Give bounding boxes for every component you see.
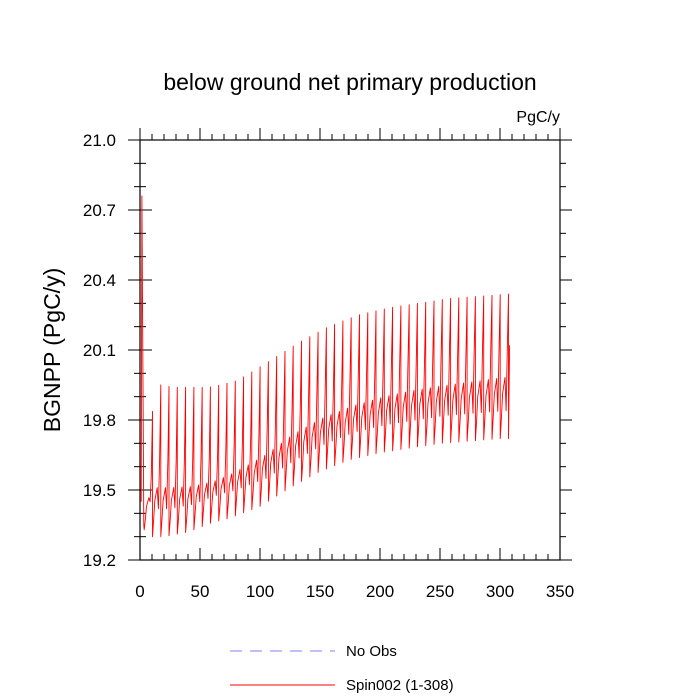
legend: No Obs Spin002 (1-308) [230,643,454,694]
plot-frame [139,139,561,561]
y-tick-label: 19.2 [83,551,116,570]
legend-label-no-obs: No Obs [346,643,397,660]
x-tick-label: 50 [191,582,210,601]
y-axis-label: BGNPP (PgC/y) [39,268,65,432]
x-tick-label: 250 [426,582,454,601]
x-tick-label: 350 [546,582,574,601]
y-tick-label: 20.7 [83,201,116,220]
units-label: PgC/y [516,109,560,126]
x-tick-label: 150 [306,582,334,601]
x-tick-label: 300 [486,582,514,601]
x-tick-label: 200 [366,582,394,601]
y-tick-label: 19.5 [83,481,116,500]
x-tick-label: 0 [135,582,144,601]
chart-title: below ground net primary production [163,69,536,95]
axis-ticks: 0 50 100 150 200 250 300 350 19.2 19.5 19.8 20.1 20.… [83,128,574,601]
y-tick-label: 19.8 [83,411,116,430]
series-line-spin002 [140,195,511,538]
y-tick-label: 20.4 [83,271,116,290]
y-tick-label: 20.1 [83,341,116,360]
x-tick-label: 100 [246,582,274,601]
plot-series [140,195,511,538]
y-tick-label: 21.0 [83,131,116,150]
legend-label-spin002: Spin002 (1-308) [346,677,454,694]
